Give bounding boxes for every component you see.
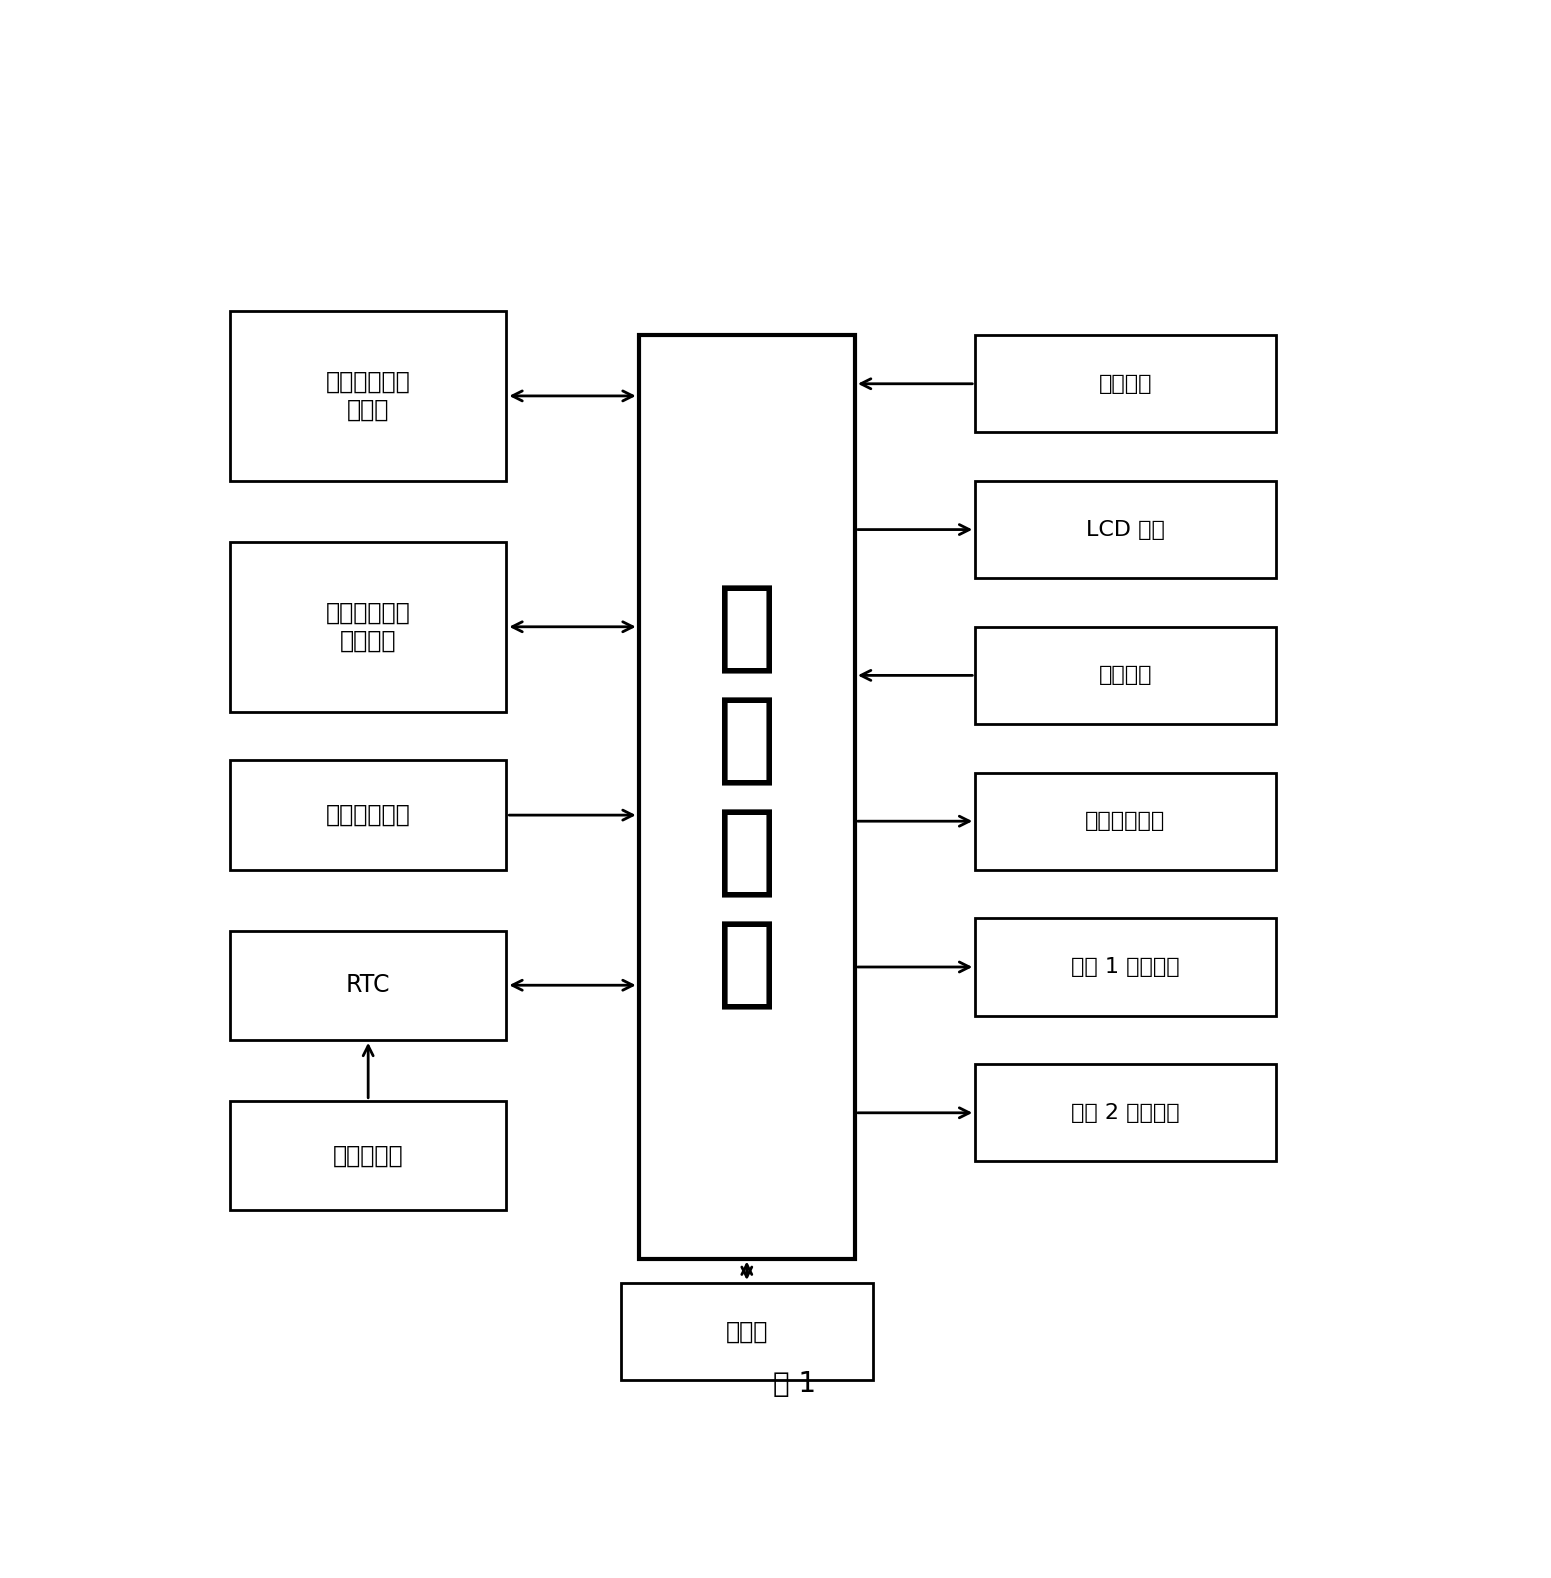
Text: 灯头 1 控制输出: 灯头 1 控制输出: [1072, 956, 1180, 977]
Text: 灯头电流取样: 灯头电流取样: [326, 803, 411, 827]
Bar: [230, 1101, 506, 1210]
Bar: [976, 773, 1276, 869]
Bar: [620, 1283, 873, 1381]
Bar: [230, 931, 506, 1040]
Bar: [639, 335, 855, 1259]
Text: 灯头 2 控制输出: 灯头 2 控制输出: [1072, 1103, 1180, 1124]
Bar: [976, 626, 1276, 724]
Text: 温度传感: 温度传感: [1098, 666, 1152, 685]
Text: 充电控制输出: 充电控制输出: [1086, 811, 1165, 832]
Text: 太阳能电池电
压取样: 太阳能电池电 压取样: [326, 369, 411, 421]
Text: 微
处
理
器: 微 处 理 器: [717, 581, 777, 1013]
Text: 看门狗: 看门狗: [726, 1319, 768, 1343]
Text: 键盘输入: 键盘输入: [1098, 374, 1152, 394]
Bar: [976, 335, 1276, 432]
Text: 后备锂电池: 后备锂电池: [333, 1144, 403, 1168]
Bar: [230, 311, 506, 481]
Bar: [976, 481, 1276, 578]
Bar: [976, 918, 1276, 1016]
Bar: [230, 761, 506, 869]
Text: 蓄电池电压及
电流取样: 蓄电池电压及 电流取样: [326, 601, 411, 653]
Text: LCD 显示: LCD 显示: [1086, 519, 1165, 540]
Text: 图 1: 图 1: [774, 1370, 816, 1398]
Bar: [230, 541, 506, 712]
Bar: [976, 1064, 1276, 1161]
Text: RTC: RTC: [346, 974, 391, 997]
